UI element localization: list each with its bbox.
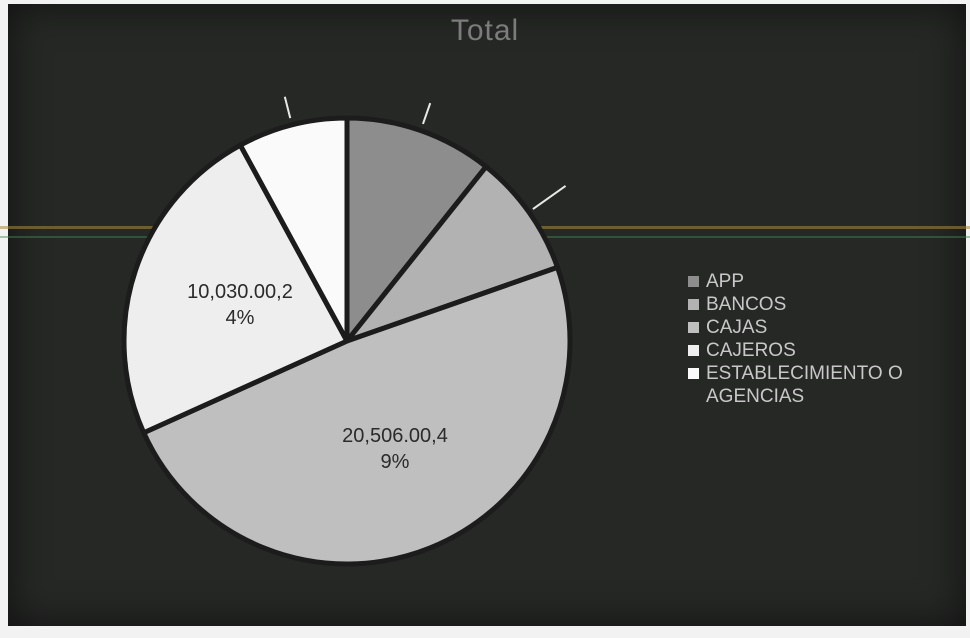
leader-line — [283, 96, 292, 119]
data-label-cajas: 20,506.00,4 — [342, 425, 448, 447]
legend-item: CAJEROS — [688, 339, 966, 362]
legend-label: CAJAS — [706, 317, 768, 338]
legend-item: ESTABLECIMIENTO O AGENCIAS — [688, 362, 966, 408]
pie-slice-cajeros — [121, 141, 351, 437]
pie-slice-cajas — [140, 264, 573, 567]
legend-label: ESTABLECIMIENTO O AGENCIAS — [706, 363, 903, 407]
legend-label: APP — [706, 271, 745, 292]
chart-title: Total — [450, 14, 520, 47]
leader-line — [422, 102, 432, 125]
pie-slice-bancos — [339, 163, 561, 347]
legend-swatch — [688, 299, 699, 310]
legend-label: BANCOS — [706, 294, 787, 315]
legend-swatch — [688, 322, 699, 333]
data-label-cajeros: 10,030.00,2 — [187, 281, 293, 303]
legend-item: CAJAS — [688, 316, 966, 339]
pie-slice-app — [344, 115, 490, 349]
leader-line — [532, 185, 567, 210]
chart-legend: APP BANCOS CAJAS CAJEROS ESTABLECIMIENTO O A… — [688, 270, 966, 408]
legend-item: BANCOS — [688, 293, 966, 316]
legend-item: APP — [688, 270, 966, 293]
legend-swatch — [688, 368, 699, 379]
data-label-cajeros: 4% — [226, 307, 255, 329]
legend-swatch — [688, 276, 699, 287]
pie-slice-establecimiento-o-agencias — [236, 115, 350, 343]
legend-swatch — [688, 345, 699, 356]
data-label-cajas: 9% — [381, 451, 410, 473]
legend-label: CAJEROS — [706, 340, 796, 361]
